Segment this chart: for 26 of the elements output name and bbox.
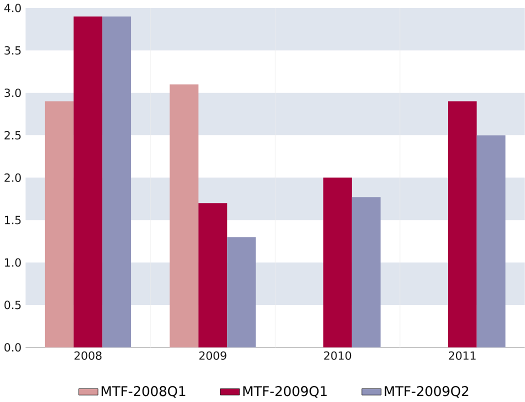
y-tick-label: 1.0 [4,258,21,267]
x-tick-label: 2010 [324,351,352,360]
bar [352,197,381,348]
x-tick-label: 2008 [74,351,102,360]
bar [198,203,228,348]
legend-label: MTF-2009Q2 [384,386,468,398]
legend-label: MTF-2009Q1 [243,386,327,398]
bar [323,178,352,348]
legend-label: MTF-2008Q1 [102,386,186,398]
y-tick-label: 3.5 [4,46,21,55]
bar [44,101,74,348]
bar [102,16,132,348]
y-tick-label: 2.5 [4,130,21,140]
bar [448,101,477,348]
y-tick-label: 2.0 [4,173,21,182]
bar [227,236,256,348]
bar [170,84,198,348]
y-tick-label: 0.0 [4,343,21,352]
y-tick-label: 4.0 [4,4,21,12]
x-tick-label: 2009 [199,351,226,360]
x-tick-label: 2011 [448,351,476,360]
bar [74,16,102,348]
y-tick-label: 3.0 [4,88,21,97]
y-tick-label: 0.5 [4,300,21,310]
bar [476,135,506,348]
y-tick-label: 1.5 [4,216,21,224]
